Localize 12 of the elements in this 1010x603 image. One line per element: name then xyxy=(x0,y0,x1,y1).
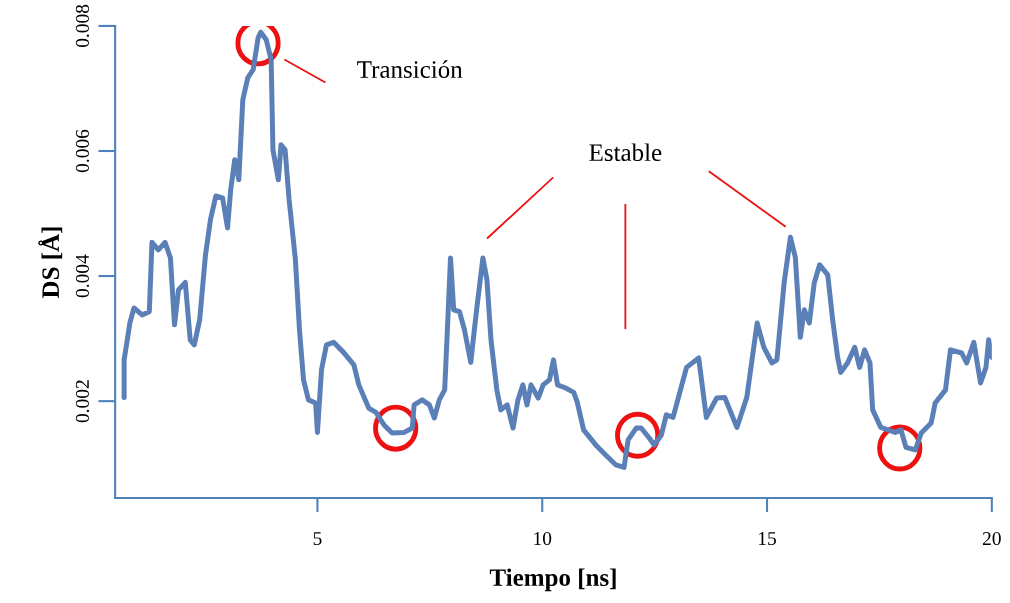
annotation: Estable xyxy=(589,143,662,162)
x-tick-label: 5 xyxy=(313,532,322,546)
y-axis-title: DS [Å] xyxy=(38,227,63,299)
y-tick-label: 0.006 xyxy=(75,129,90,173)
x-tick-label: 10 xyxy=(534,531,552,546)
x-tick-label: 20 xyxy=(982,531,1001,546)
x-axis-title: Tiempo [ns] xyxy=(489,568,616,592)
y-tick-label: 0.004 xyxy=(75,254,90,298)
annotation: Transición xyxy=(357,60,463,78)
y-tick-label: 0.002 xyxy=(75,380,90,423)
y-tick-label: 0.008 xyxy=(75,4,90,48)
x-tick-label: 15 xyxy=(759,532,776,546)
